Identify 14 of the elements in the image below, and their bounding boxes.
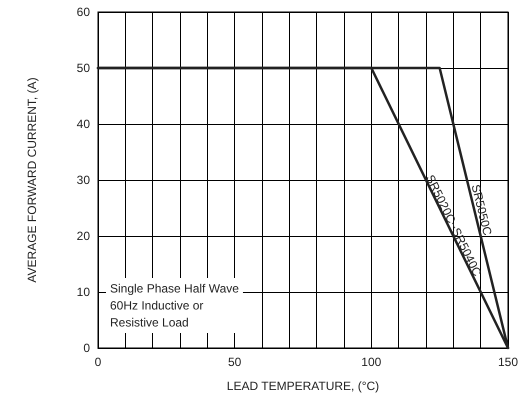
y-tick-label: 0 <box>83 341 90 355</box>
x-tick-label: 150 <box>498 355 518 369</box>
annotation: Single Phase Half Wave 60Hz Inductive or Resistive Load <box>110 282 240 330</box>
y-tick-label: 40 <box>76 117 90 131</box>
x-tick-label: 100 <box>361 355 382 369</box>
y-tick-label: 20 <box>76 229 90 243</box>
x-axis-title: LEAD TEMPERATURE, (°C) <box>226 379 380 393</box>
y-axis-title: AVERAGE FORWARD CURRENT, (A) <box>25 77 39 283</box>
x-tick-label: 50 <box>228 355 242 369</box>
y-tick-label: 10 <box>76 285 90 299</box>
y-tick-label: 60 <box>76 5 90 19</box>
x-tick-label: 0 <box>94 355 102 369</box>
y-tick-label: 50 <box>76 61 90 75</box>
y-tick-label: 30 <box>76 173 90 187</box>
